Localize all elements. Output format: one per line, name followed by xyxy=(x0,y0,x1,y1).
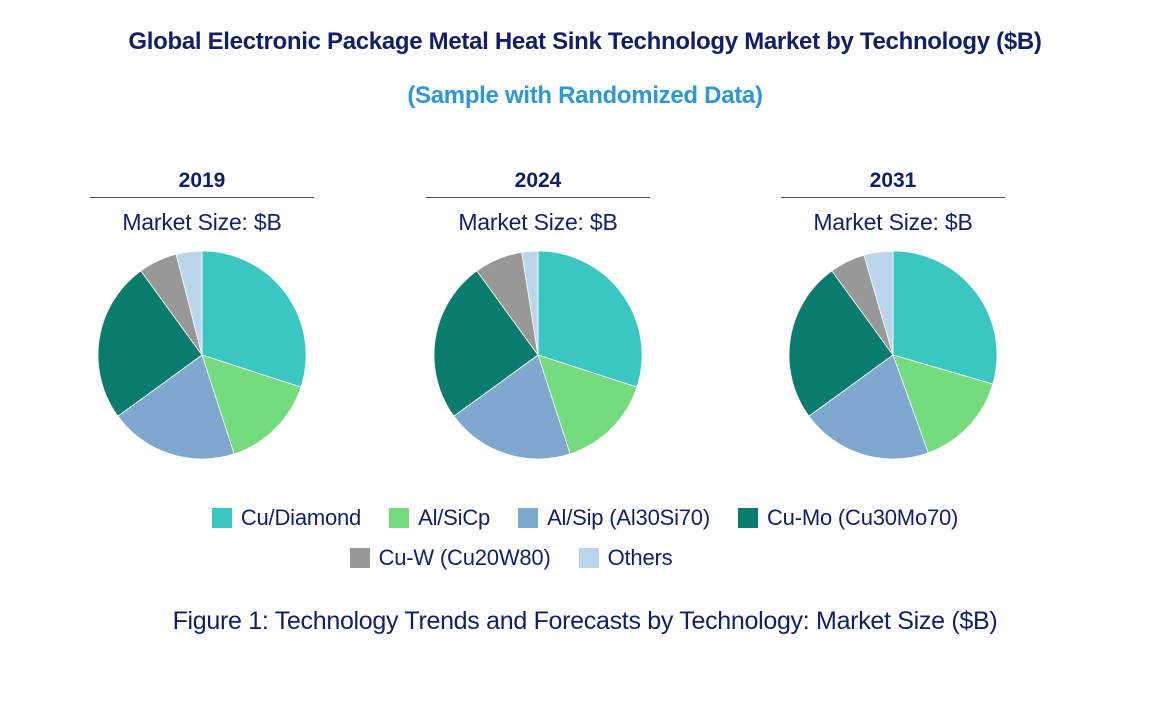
legend-item-al-sicp: Al/SiCp xyxy=(389,505,490,531)
page-title: Global Electronic Package Metal Heat Sin… xyxy=(128,28,1042,55)
year-underline xyxy=(90,197,314,198)
market-size-label: Market Size: $B xyxy=(813,209,973,235)
chart-column-2031: 2031 Market Size: $B xyxy=(781,168,1005,461)
legend-label: Cu-Mo (Cu30Mo70) xyxy=(766,505,959,530)
legend-swatch-al-sicp-icon xyxy=(389,508,410,528)
legend-item-others: Others xyxy=(578,545,673,571)
legend-label: Others xyxy=(607,545,673,570)
legend: Cu/Diamond Al/SiCp Al/Sip (Al30Si70) Cu-… xyxy=(0,505,1170,571)
legend-item-cu-diamond: Cu/Diamond xyxy=(211,505,362,531)
legend-label: Cu-W (Cu20W80) xyxy=(378,545,551,570)
legend-label: Al/Sip (Al30Si70) xyxy=(547,505,710,530)
year-underline xyxy=(781,197,1005,198)
chart-column-2024: 2024 Market Size: $B xyxy=(426,168,650,461)
legend-swatch-cu-diamond-icon xyxy=(211,508,232,528)
year-underline xyxy=(426,197,650,198)
year-label-2024: 2024 xyxy=(514,169,562,192)
legend-item-al-sip: Al/Sip (Al30Si70) xyxy=(518,505,710,531)
pie-chart-2031 xyxy=(788,250,998,460)
chart-column-2019: 2019 Market Size: $B xyxy=(90,168,314,461)
legend-row-1: Cu/Diamond Al/SiCp Al/Sip (Al30Si70) Cu-… xyxy=(0,505,1170,531)
legend-label: Al/SiCp xyxy=(418,505,491,530)
legend-item-cu-w: Cu-W (Cu20W80) xyxy=(349,545,551,571)
legend-row-2: Cu-W (Cu20W80) Others xyxy=(0,545,1096,571)
legend-swatch-al-sip-icon xyxy=(518,508,539,528)
legend-swatch-others-icon xyxy=(578,548,599,568)
page-subtitle: (Sample with Randomized Data) xyxy=(407,82,763,109)
pie-chart-2024 xyxy=(433,250,643,460)
legend-label: Cu/Diamond xyxy=(240,505,362,530)
market-size-label: Market Size: $B xyxy=(122,209,282,235)
figure-caption: Figure 1: Technology Trends and Forecast… xyxy=(172,607,998,635)
legend-swatch-cu-w-icon xyxy=(349,548,370,568)
legend-swatch-cu-mo-icon xyxy=(737,508,758,528)
market-size-label: Market Size: $B xyxy=(458,209,618,235)
year-label-2019: 2019 xyxy=(178,169,226,192)
pie-chart-2019 xyxy=(97,250,307,460)
legend-item-cu-mo: Cu-Mo (Cu30Mo70) xyxy=(737,505,959,531)
year-label-2031: 2031 xyxy=(869,169,917,192)
